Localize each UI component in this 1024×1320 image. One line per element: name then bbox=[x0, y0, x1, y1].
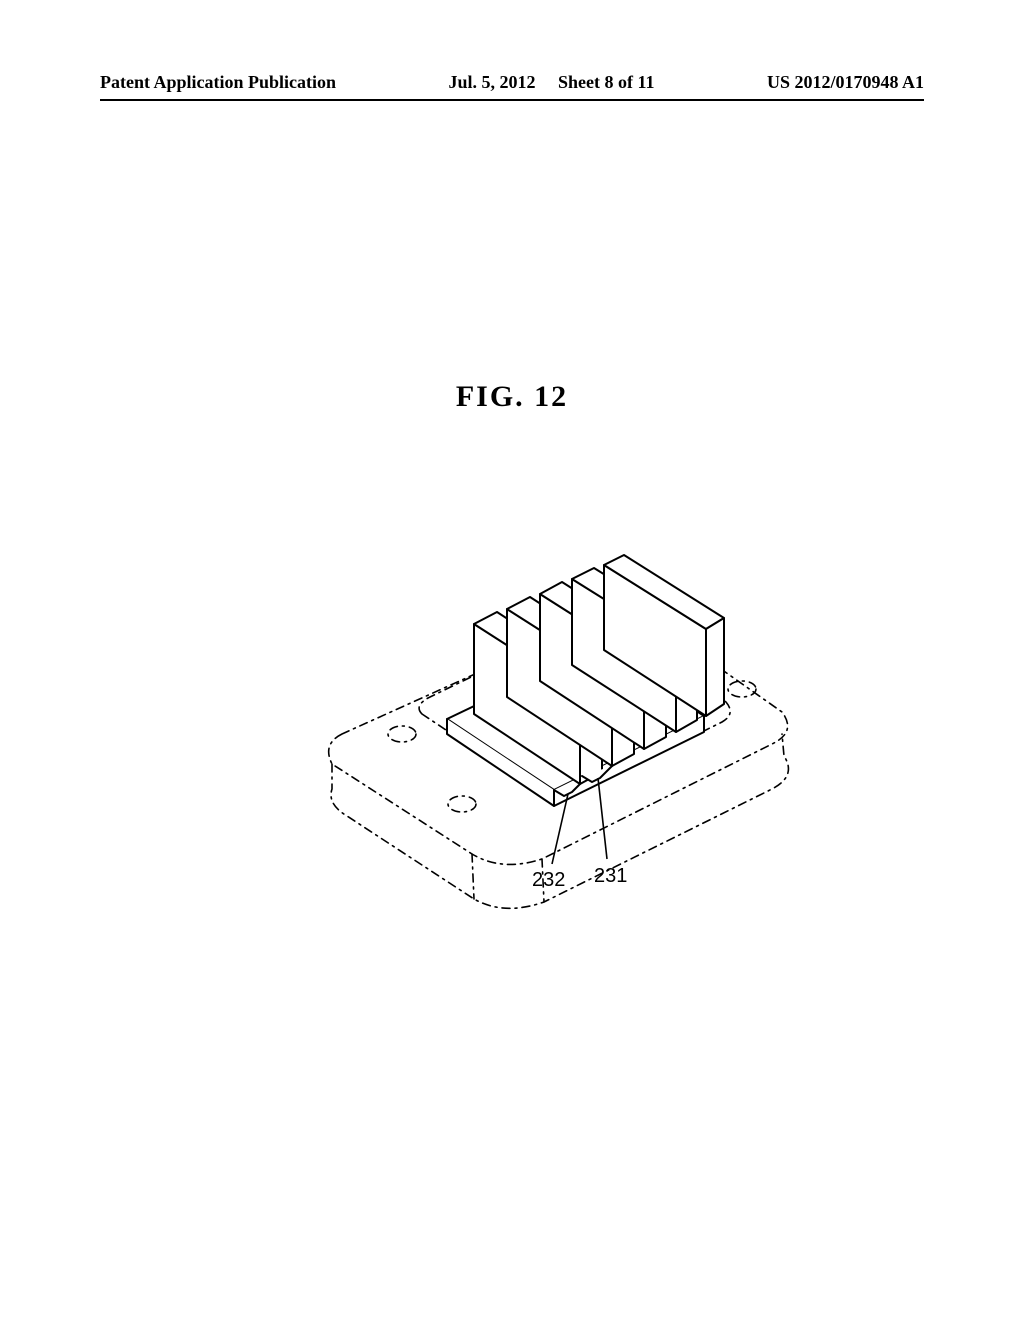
header-row: Patent Application Publication Jul. 5, 2… bbox=[100, 72, 924, 93]
figure-svg-wrap: 232 231 bbox=[0, 444, 1024, 944]
callout-231: 231 bbox=[594, 865, 627, 887]
header-sheet: Sheet 8 of 11 bbox=[558, 72, 655, 92]
callout-232: 232 bbox=[532, 869, 565, 891]
figure-drawing: 232 231 bbox=[212, 444, 812, 944]
header-rule bbox=[100, 99, 924, 101]
header-date-sheet: Jul. 5, 2012 Sheet 8 of 11 bbox=[448, 72, 654, 93]
header-publication-type: Patent Application Publication bbox=[100, 72, 336, 93]
header-pubno: US 2012/0170948 A1 bbox=[767, 72, 924, 93]
figure-title: FIG. 12 bbox=[0, 380, 1024, 414]
header-date: Jul. 5, 2012 bbox=[448, 72, 535, 92]
figure-container: FIG. 12 bbox=[0, 380, 1024, 944]
page-header: Patent Application Publication Jul. 5, 2… bbox=[0, 72, 1024, 101]
